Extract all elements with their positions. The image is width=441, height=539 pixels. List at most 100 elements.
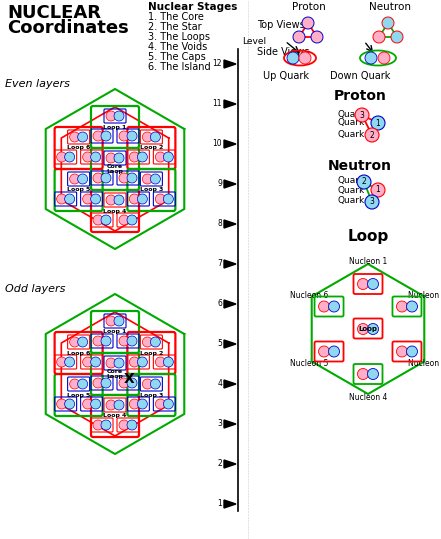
Text: 3. The Loops: 3. The Loops (148, 32, 210, 42)
Circle shape (357, 175, 371, 189)
Text: 2. The Star: 2. The Star (148, 22, 202, 32)
Polygon shape (224, 100, 236, 108)
Text: Loop 5: Loop 5 (67, 188, 90, 192)
Text: Side Views: Side Views (257, 47, 310, 57)
Circle shape (93, 420, 103, 430)
Polygon shape (224, 260, 236, 268)
Circle shape (127, 378, 137, 388)
Circle shape (93, 131, 103, 141)
Polygon shape (224, 380, 236, 388)
Circle shape (329, 301, 340, 312)
Text: NUCLEAR: NUCLEAR (7, 4, 101, 22)
Text: Quark: Quark (337, 129, 364, 139)
Circle shape (78, 379, 88, 389)
Text: Nucleon 4: Nucleon 4 (349, 392, 387, 402)
Text: 9: 9 (217, 179, 222, 189)
Circle shape (114, 358, 124, 368)
Text: 6: 6 (217, 300, 222, 308)
Circle shape (127, 420, 137, 430)
Circle shape (114, 195, 124, 205)
Circle shape (106, 195, 116, 205)
Circle shape (119, 173, 129, 183)
Circle shape (142, 379, 153, 389)
Circle shape (91, 399, 101, 409)
Circle shape (155, 399, 165, 409)
Circle shape (373, 31, 385, 43)
Circle shape (106, 111, 116, 121)
Circle shape (150, 379, 161, 389)
Circle shape (142, 174, 153, 184)
Text: Loop 4: Loop 4 (103, 209, 127, 213)
Text: Loop 1: Loop 1 (103, 329, 127, 335)
Circle shape (106, 153, 116, 163)
Text: Nucleon 3: Nucleon 3 (407, 358, 441, 368)
Text: Level: Level (242, 37, 266, 46)
Circle shape (106, 358, 116, 368)
Text: Top Views: Top Views (257, 20, 305, 30)
Text: 1: 1 (376, 185, 381, 195)
Circle shape (318, 301, 329, 312)
Circle shape (396, 346, 407, 357)
Circle shape (138, 194, 147, 204)
Circle shape (358, 369, 369, 379)
Circle shape (163, 194, 173, 204)
Polygon shape (224, 500, 236, 508)
Text: 2: 2 (370, 130, 374, 140)
Circle shape (127, 131, 137, 141)
Circle shape (299, 52, 311, 64)
Circle shape (365, 52, 377, 64)
Text: Up Quark: Up Quark (263, 71, 309, 81)
Circle shape (367, 323, 378, 335)
Circle shape (378, 52, 390, 64)
Circle shape (114, 153, 124, 163)
Text: 4: 4 (217, 379, 222, 389)
Text: Proton: Proton (333, 89, 386, 103)
Polygon shape (224, 220, 236, 228)
Circle shape (129, 399, 139, 409)
Text: Quark: Quark (337, 176, 364, 185)
Circle shape (82, 194, 93, 204)
Circle shape (114, 400, 124, 410)
Text: Loop 3: Loop 3 (140, 392, 163, 397)
Text: 3: 3 (359, 110, 364, 120)
Text: Loop 1: Loop 1 (103, 125, 127, 129)
Circle shape (407, 346, 418, 357)
Text: Loop 3: Loop 3 (140, 188, 163, 192)
Circle shape (318, 346, 329, 357)
Circle shape (150, 132, 161, 142)
Text: 8: 8 (217, 219, 222, 229)
Circle shape (365, 128, 379, 142)
Circle shape (371, 116, 385, 130)
Text: Odd layers: Odd layers (5, 284, 65, 294)
Circle shape (138, 357, 147, 367)
Circle shape (70, 379, 80, 389)
Circle shape (119, 336, 129, 346)
Polygon shape (224, 340, 236, 348)
Circle shape (82, 399, 93, 409)
Text: Nucleon 6: Nucleon 6 (290, 291, 328, 300)
Text: Loop: Loop (359, 326, 377, 332)
Circle shape (138, 399, 147, 409)
Circle shape (106, 316, 116, 326)
Circle shape (155, 152, 165, 162)
Text: Down Quark: Down Quark (330, 71, 390, 81)
Text: 7: 7 (217, 259, 222, 268)
Circle shape (163, 399, 173, 409)
Circle shape (358, 279, 369, 289)
Text: Loop 6: Loop 6 (67, 350, 90, 356)
Circle shape (367, 279, 378, 289)
Polygon shape (224, 180, 236, 188)
Circle shape (101, 215, 111, 225)
Circle shape (78, 132, 88, 142)
Circle shape (150, 174, 161, 184)
Circle shape (93, 378, 103, 388)
Circle shape (367, 369, 378, 379)
Text: Loop 6: Loop 6 (67, 146, 90, 150)
Circle shape (65, 357, 75, 367)
Text: 10: 10 (213, 140, 222, 149)
Text: Neutron: Neutron (328, 159, 392, 173)
Circle shape (311, 31, 323, 43)
Text: Quark: Quark (337, 185, 364, 195)
Circle shape (106, 400, 116, 410)
Text: 1. The Core: 1. The Core (148, 12, 204, 22)
